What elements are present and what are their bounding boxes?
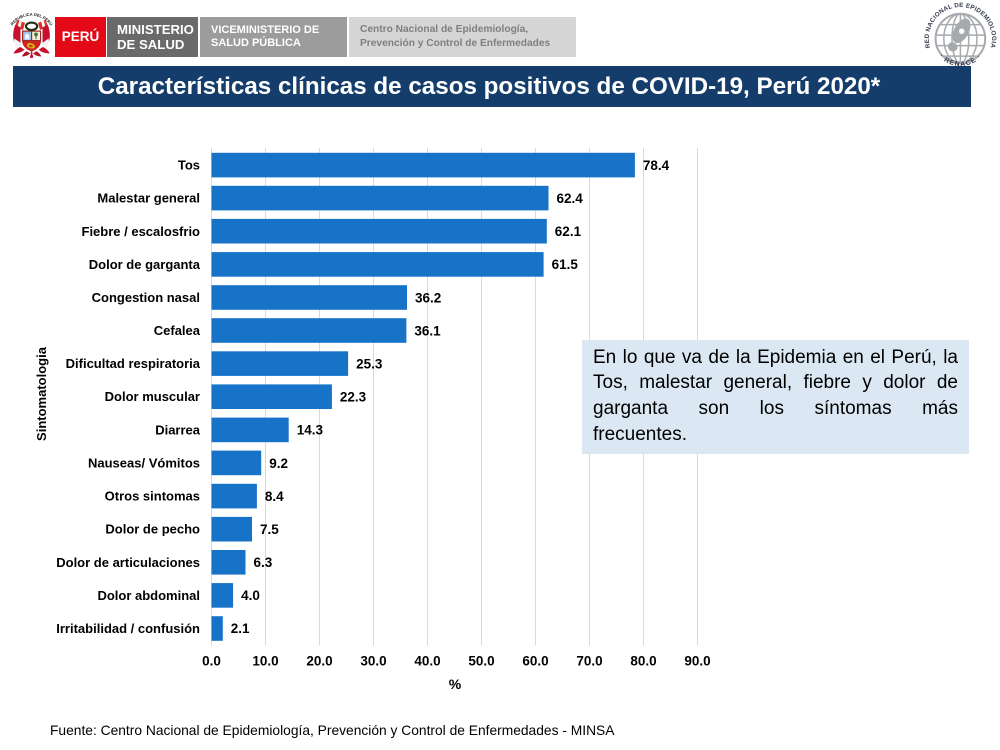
svg-text:Diarrea: Diarrea xyxy=(155,422,201,437)
svg-text:36.1: 36.1 xyxy=(414,323,441,338)
svg-text:Dolor abdominal: Dolor abdominal xyxy=(97,588,200,603)
svg-text:40.0: 40.0 xyxy=(414,654,440,669)
svg-text:Dolor muscular: Dolor muscular xyxy=(105,389,200,404)
svg-text:20.0: 20.0 xyxy=(306,654,332,669)
svg-text:61.5: 61.5 xyxy=(552,257,579,272)
svg-text:4.0: 4.0 xyxy=(241,588,260,603)
svg-text:22.3: 22.3 xyxy=(340,390,367,405)
svg-text:9.2: 9.2 xyxy=(269,456,288,471)
svg-text:6.3: 6.3 xyxy=(254,555,273,570)
svg-text:60.0: 60.0 xyxy=(522,654,548,669)
svg-text:Dolor de pecho: Dolor de pecho xyxy=(105,522,200,537)
svg-text:14.3: 14.3 xyxy=(297,423,324,438)
svg-text:70.0: 70.0 xyxy=(576,654,602,669)
svg-text:Cefalea: Cefalea xyxy=(154,323,201,338)
svg-text:30.0: 30.0 xyxy=(360,654,386,669)
svg-text:Fiebre / escalosfrio: Fiebre / escalosfrio xyxy=(82,224,201,239)
svg-text:50.0: 50.0 xyxy=(468,654,494,669)
svg-text:2.1: 2.1 xyxy=(231,621,250,636)
svg-text:Dolor de articulaciones: Dolor de articulaciones xyxy=(56,555,200,570)
svg-text:90.0: 90.0 xyxy=(684,654,710,669)
svg-text:Dificultad respiratoria: Dificultad respiratoria xyxy=(66,356,201,371)
svg-text:Malestar general: Malestar general xyxy=(97,191,200,206)
svg-text:Otros sintomas: Otros sintomas xyxy=(105,489,200,504)
svg-text:10.0: 10.0 xyxy=(252,654,278,669)
svg-text:36.2: 36.2 xyxy=(415,290,441,305)
svg-text:0.0: 0.0 xyxy=(202,654,221,669)
svg-text:Tos: Tos xyxy=(178,158,200,173)
svg-text:62.1: 62.1 xyxy=(555,224,582,239)
svg-text:Sintomatologia: Sintomatologia xyxy=(34,346,49,441)
svg-text:Irritabilidad / confusión: Irritabilidad / confusión xyxy=(56,621,200,636)
svg-text:Congestion nasal: Congestion nasal xyxy=(92,290,200,305)
svg-text:Nauseas/ Vómitos: Nauseas/ Vómitos xyxy=(88,455,200,470)
svg-text:%: % xyxy=(449,676,462,692)
svg-text:25.3: 25.3 xyxy=(356,356,383,371)
svg-text:Dolor de garganta: Dolor de garganta xyxy=(89,257,201,272)
svg-text:78.4: 78.4 xyxy=(643,158,670,173)
svg-text:80.0: 80.0 xyxy=(630,654,656,669)
svg-text:7.5: 7.5 xyxy=(260,522,279,537)
svg-text:62.4: 62.4 xyxy=(557,191,584,206)
svg-text:8.4: 8.4 xyxy=(265,489,284,504)
